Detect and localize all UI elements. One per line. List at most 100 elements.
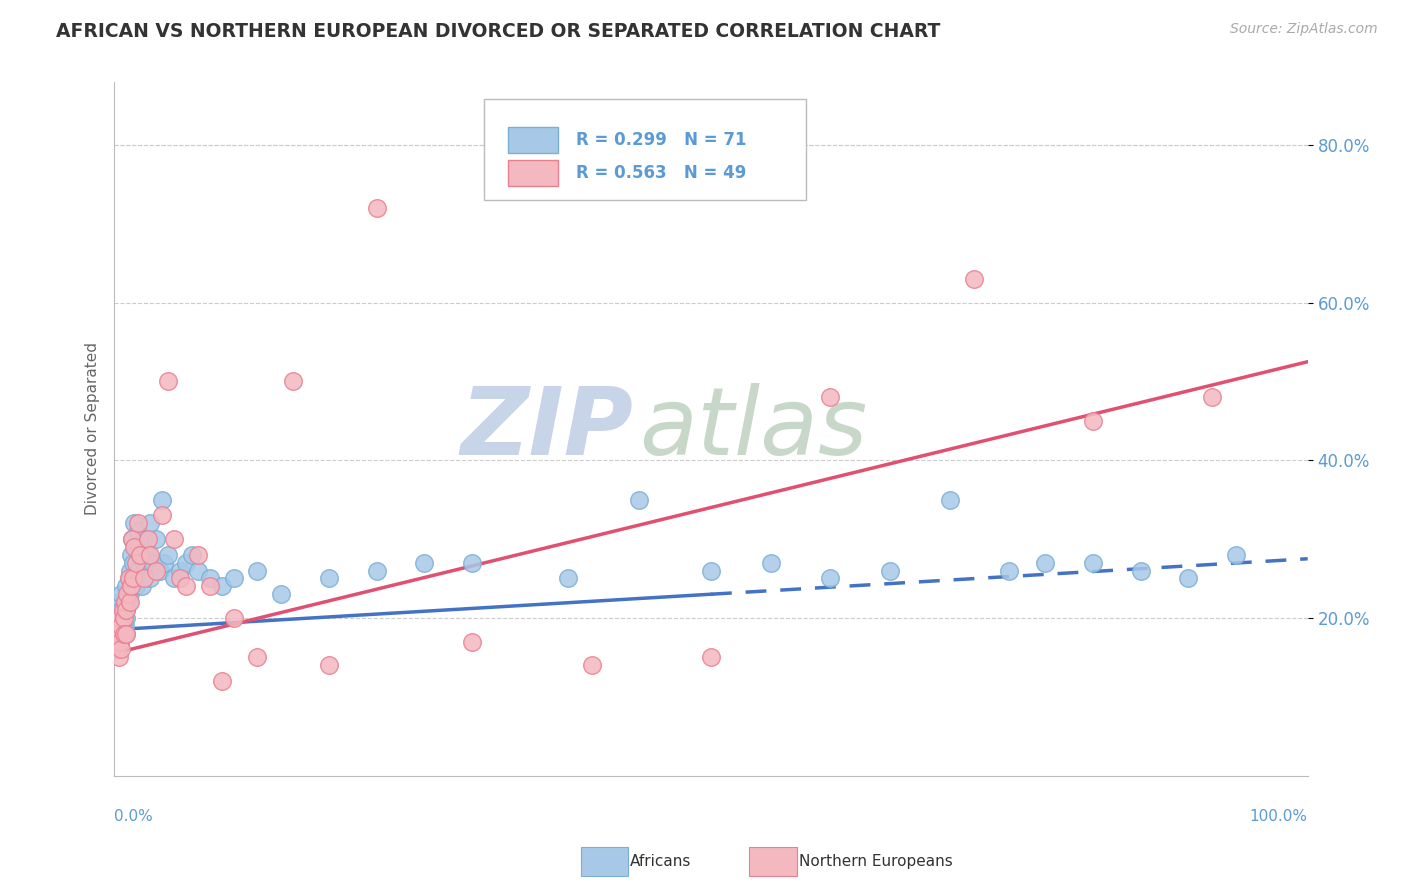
Text: Northern Europeans: Northern Europeans <box>799 855 952 869</box>
Point <box>114 595 136 609</box>
Point <box>174 579 197 593</box>
Point <box>115 603 138 617</box>
Point <box>174 556 197 570</box>
Point <box>169 564 191 578</box>
Text: R = 0.563   N = 49: R = 0.563 N = 49 <box>576 164 747 182</box>
Point <box>141 556 163 570</box>
Point <box>120 548 142 562</box>
Point <box>820 390 842 404</box>
Text: atlas: atlas <box>640 384 868 475</box>
Point <box>153 556 176 570</box>
Point <box>366 564 388 578</box>
Point <box>139 516 162 531</box>
Point <box>120 579 142 593</box>
Point <box>125 540 148 554</box>
Point <box>110 587 132 601</box>
Point <box>211 673 233 688</box>
Point <box>1225 548 1247 562</box>
Text: AFRICAN VS NORTHERN EUROPEAN DIVORCED OR SEPARATED CORRELATION CHART: AFRICAN VS NORTHERN EUROPEAN DIVORCED OR… <box>56 22 941 41</box>
Point <box>139 572 162 586</box>
Point <box>108 634 131 648</box>
Point <box>132 556 155 570</box>
Point <box>117 572 139 586</box>
Point <box>136 532 159 546</box>
Point <box>108 626 131 640</box>
Point <box>700 564 723 578</box>
Point <box>557 572 579 586</box>
Point <box>127 516 149 531</box>
Point <box>150 492 173 507</box>
Point <box>222 611 245 625</box>
Point <box>1177 572 1199 586</box>
Point <box>107 619 129 633</box>
FancyBboxPatch shape <box>508 160 558 186</box>
Point <box>124 540 146 554</box>
Point <box>366 201 388 215</box>
Text: 100.0%: 100.0% <box>1250 809 1308 824</box>
Point <box>110 642 132 657</box>
Point <box>136 548 159 562</box>
Point <box>163 572 186 586</box>
Point <box>156 548 179 562</box>
Point <box>121 572 143 586</box>
Point <box>145 564 167 578</box>
Point <box>112 611 135 625</box>
Point <box>112 626 135 640</box>
Point <box>124 556 146 570</box>
Point <box>118 564 141 578</box>
Text: 0.0%: 0.0% <box>114 809 153 824</box>
Point <box>962 272 984 286</box>
Point <box>114 595 136 609</box>
Point <box>110 619 132 633</box>
Point <box>117 587 139 601</box>
Point <box>700 650 723 665</box>
Point <box>115 579 138 593</box>
Point <box>413 556 436 570</box>
Point <box>318 572 340 586</box>
Point <box>115 611 138 625</box>
Point <box>246 564 269 578</box>
Point <box>1081 414 1104 428</box>
FancyBboxPatch shape <box>508 127 558 153</box>
Point <box>938 492 960 507</box>
Text: R = 0.299   N = 71: R = 0.299 N = 71 <box>576 131 747 149</box>
Point <box>108 611 131 625</box>
Point <box>129 548 152 562</box>
Point <box>198 579 221 593</box>
Point <box>461 634 484 648</box>
Point <box>198 572 221 586</box>
Y-axis label: Divorced or Separated: Divorced or Separated <box>86 343 100 516</box>
Point <box>105 642 128 657</box>
Text: ZIP: ZIP <box>461 383 633 475</box>
Point <box>127 564 149 578</box>
Point <box>211 579 233 593</box>
Point <box>131 579 153 593</box>
Point <box>145 532 167 546</box>
Point <box>115 626 138 640</box>
Point <box>180 548 202 562</box>
Point <box>112 626 135 640</box>
Point <box>124 579 146 593</box>
Point <box>150 508 173 523</box>
Point <box>270 587 292 601</box>
Point <box>148 564 170 578</box>
FancyBboxPatch shape <box>484 99 807 200</box>
Point <box>104 634 127 648</box>
Point <box>222 572 245 586</box>
Point <box>318 658 340 673</box>
Point <box>127 524 149 538</box>
Point <box>132 572 155 586</box>
Point <box>108 595 131 609</box>
Point <box>115 603 138 617</box>
Point <box>121 532 143 546</box>
Point <box>139 548 162 562</box>
Text: Africans: Africans <box>630 855 692 869</box>
Point <box>107 611 129 625</box>
Point <box>110 603 132 617</box>
Point <box>118 595 141 609</box>
Point <box>628 492 651 507</box>
Point <box>108 619 131 633</box>
Point <box>998 564 1021 578</box>
Point <box>879 564 901 578</box>
Point <box>163 532 186 546</box>
